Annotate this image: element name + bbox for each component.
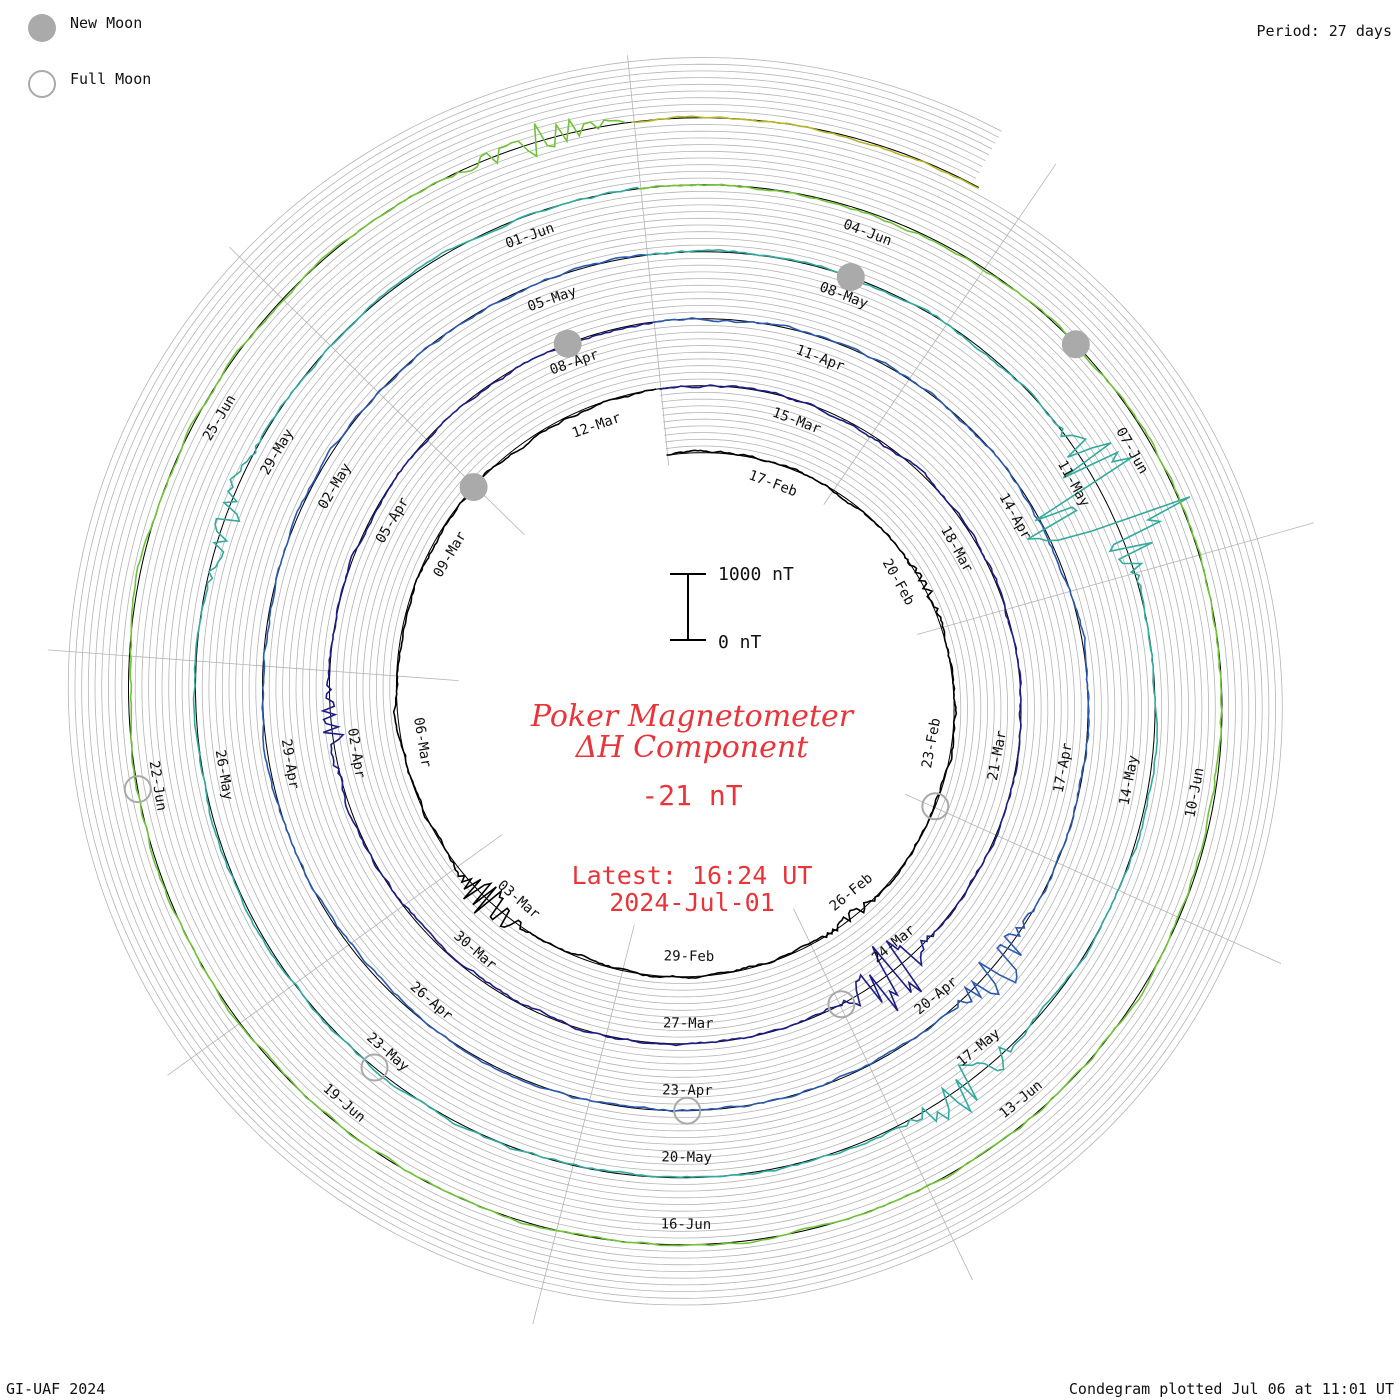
data-trace-cycle	[392, 388, 958, 980]
grid-spiral	[114, 103, 1236, 1259]
spiral-baseline	[128, 117, 1223, 1246]
new-moon-marker	[1061, 330, 1090, 359]
date-label: 02-Apr	[344, 727, 368, 779]
new-moon-marker	[836, 263, 865, 291]
spoke-line	[167, 834, 503, 1076]
date-label: 27-Mar	[663, 1015, 714, 1032]
date-label: 24-Mar	[869, 922, 918, 966]
spoke-line	[917, 522, 1314, 635]
date-label: 20-May	[661, 1149, 712, 1166]
grid-spiral	[81, 70, 1270, 1293]
date-label: 23-Feb	[919, 717, 944, 770]
date-label: 19-Jun	[320, 1081, 369, 1126]
full-moon-icon	[28, 70, 56, 98]
full-moon-marker	[921, 792, 950, 821]
scale-bar: 1000 nT 0 nT	[670, 564, 794, 653]
date-label: 21-Mar	[985, 729, 1010, 782]
date-label: 26-Feb	[827, 870, 876, 914]
grid-spiral	[94, 83, 1256, 1279]
date-label: 09-Mar	[430, 529, 470, 581]
new-moon-label: New Moon	[70, 14, 142, 32]
date-label: 23-Apr	[662, 1082, 713, 1099]
latest-time: Latest: 16:24 UT	[572, 861, 813, 890]
data-trace-cycle	[320, 322, 1022, 1047]
date-label: 11-May	[1054, 458, 1093, 510]
data-traces	[129, 115, 1223, 1247]
date-label: 26-May	[212, 749, 236, 801]
grid-spiral	[101, 90, 1250, 1272]
spoke-line	[47, 649, 459, 681]
grid-spiral	[121, 110, 1230, 1252]
grid-spiral	[107, 97, 1243, 1266]
data-trace-cycle	[129, 117, 1223, 1247]
grid-spiral	[128, 117, 1223, 1246]
footer-plot-time: Condegram plotted Jul 06 at 11:01 UT	[1068, 1380, 1394, 1398]
spoke-line	[627, 55, 669, 466]
full-moon-marker	[123, 775, 152, 804]
grid-spiral	[67, 57, 1283, 1306]
new-moon-marker	[553, 329, 582, 358]
new-moon-icon	[28, 14, 56, 42]
moon-markers	[123, 263, 1090, 1125]
date-label: 14-Apr	[996, 491, 1035, 543]
scale-top-label: 1000 nT	[718, 564, 794, 585]
date-label: 29-Feb	[664, 948, 715, 965]
spoke-line	[532, 924, 635, 1325]
date-label: 10-Jun	[1182, 766, 1207, 819]
date-label: 13-Jun	[996, 1077, 1045, 1121]
date-label: 15-Mar	[770, 405, 823, 438]
scale-bottom-label: 0 nT	[718, 632, 762, 653]
data-trace-cycle	[192, 186, 1191, 1179]
date-label: 17-Apr	[1051, 742, 1076, 795]
date-label: 20-Feb	[879, 556, 918, 608]
spoke-line	[793, 908, 973, 1281]
full-moon-marker	[360, 1053, 389, 1082]
date-label: 22-Jun	[146, 760, 170, 812]
date-label: 26-Apr	[407, 979, 456, 1024]
footer-credit: GI-UAF 2024	[6, 1380, 106, 1398]
spoke-line	[823, 163, 1057, 505]
date-label: 29-Apr	[278, 738, 302, 790]
period-label: Period: 27 days	[1256, 22, 1392, 40]
new-moon-marker	[459, 473, 488, 502]
date-label: 11-Apr	[794, 342, 847, 375]
spiral-grid	[67, 57, 1283, 1306]
data-trace-cycle	[631, 115, 979, 190]
full-moon-label: Full Moon	[70, 70, 151, 88]
chart-title: Poker Magnetometer	[530, 699, 855, 734]
date-label: 05-May	[526, 283, 579, 315]
date-label: 01-Jun	[503, 220, 556, 252]
chart-subtitle: ΔH Component	[575, 730, 809, 765]
date-label: 17-Feb	[746, 467, 799, 500]
grid-spiral	[74, 63, 1277, 1299]
date-label: 14-May	[1117, 754, 1142, 807]
latest-date: 2024-Jul-01	[609, 888, 775, 917]
date-label: 25-Jun	[200, 392, 240, 444]
baseline-spiral	[128, 117, 1223, 1246]
full-moon-marker	[673, 1096, 702, 1125]
date-label: 16-Jun	[661, 1216, 712, 1233]
date-label: 30-Mar	[451, 928, 500, 973]
date-label: 06-Mar	[410, 716, 434, 768]
date-label: 05-Apr	[373, 495, 413, 547]
grid-spiral	[87, 77, 1263, 1286]
spoke-line	[905, 793, 1282, 964]
current-value: -21 nT	[641, 779, 742, 812]
date-label: 20-Apr	[912, 974, 961, 1018]
full-moon-marker	[827, 990, 856, 1019]
data-trace-cycle	[261, 253, 1090, 1113]
